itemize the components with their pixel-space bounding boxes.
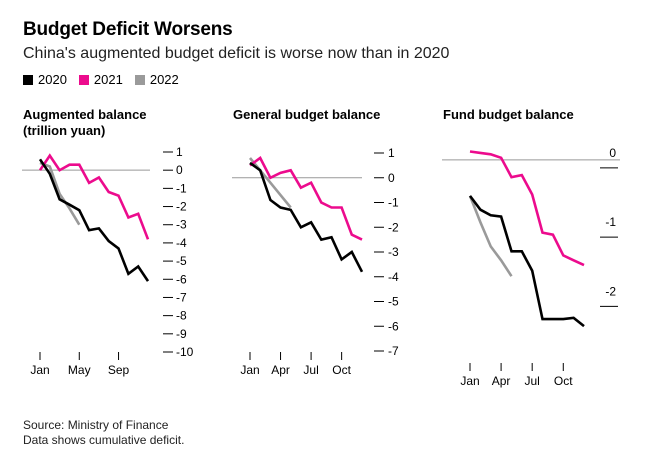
x-tick-label-general: Jul (303, 363, 318, 377)
panel-title-fund: Fund budget balance (443, 107, 574, 122)
y-tick-label-augmented: -9 (176, 327, 187, 341)
x-tick-label-fund: Jul (525, 374, 540, 388)
x-tick-label-general: Oct (332, 363, 351, 377)
x-tick-label-fund: Apr (492, 374, 511, 388)
y-tick-label-augmented: -4 (176, 236, 187, 250)
series-line-2020-general (249, 161, 364, 273)
x-tick-label-general: Jan (240, 363, 259, 377)
y-tick-label-fund: -1 (605, 215, 616, 229)
y-tick-label-augmented: -7 (176, 290, 187, 304)
series-line-2021-fund (469, 150, 585, 267)
y-tick-label-general: 1 (388, 146, 395, 160)
y-tick-label-augmented: -6 (176, 272, 187, 286)
legend-label-2022: 2022 (149, 72, 179, 87)
y-tick-label-augmented: -10 (176, 345, 194, 359)
y-tick-label-augmented: -1 (176, 181, 187, 195)
x-tick-label-augmented: May (68, 363, 91, 377)
y-tick-label-augmented: -8 (176, 309, 187, 323)
y-tick-label-general: -2 (388, 220, 399, 234)
series-line-2022-augmented (39, 161, 81, 226)
legend-swatch-2022 (134, 74, 145, 85)
x-tick-label-fund: Oct (554, 374, 573, 388)
legend-item-2021: 2021 (78, 72, 123, 87)
legend-label-2021: 2021 (93, 72, 123, 87)
x-tick-label-augmented: Sep (108, 363, 130, 377)
x-tick-label-fund: Jan (460, 374, 479, 388)
y-tick-label-general: -4 (388, 270, 399, 284)
series-line-2021-general (249, 156, 363, 241)
y-tick-label-augmented: -2 (176, 200, 187, 214)
y-tick-label-general: -1 (388, 196, 399, 210)
y-tick-label-fund: 0 (609, 146, 616, 160)
series-line-2020-augmented (38, 158, 150, 282)
data-note: Data shows cumulative deficit. (23, 433, 185, 447)
footer: Source: Ministry of Finance Data shows c… (23, 418, 184, 448)
source-note: Source: Ministry of Finance (23, 418, 169, 432)
panel-title-augmented: Augmented balance (trillion yuan) (23, 107, 147, 138)
y-tick-label-augmented: 0 (176, 163, 183, 177)
x-tick-label-augmented: Jan (30, 363, 49, 377)
panel-title-general: General budget balance (233, 107, 381, 122)
chart-title: Budget Deficit Worsens (23, 19, 233, 40)
series-line-2020-fund (468, 195, 585, 328)
legend-swatch-2021 (78, 74, 89, 85)
legend-item-2020: 2020 (23, 72, 67, 87)
series-line-2022-fund (468, 195, 513, 277)
series-line-2022-general (248, 157, 292, 209)
y-tick-label-general: -5 (388, 295, 399, 309)
legend: 2020 2021 2022 (23, 72, 179, 87)
y-tick-label-fund: -2 (605, 284, 616, 298)
y-tick-label-augmented: -5 (176, 254, 187, 268)
series-line-2021-augmented (38, 153, 150, 240)
legend-item-2022: 2022 (134, 72, 179, 87)
chart-subtitle: China's augmented budget deficit is wors… (23, 45, 450, 62)
y-tick-label-general: -3 (388, 245, 399, 259)
x-tick-label-general: Apr (271, 363, 290, 377)
y-tick-label-augmented: 1 (176, 145, 183, 159)
y-tick-label-general: -6 (388, 319, 399, 333)
y-tick-label-general: -7 (388, 344, 399, 358)
y-tick-label-augmented: -3 (176, 218, 187, 232)
legend-label-2020: 2020 (38, 72, 67, 87)
y-tick-label-general: 0 (388, 171, 395, 185)
legend-swatch-2020 (23, 74, 33, 85)
